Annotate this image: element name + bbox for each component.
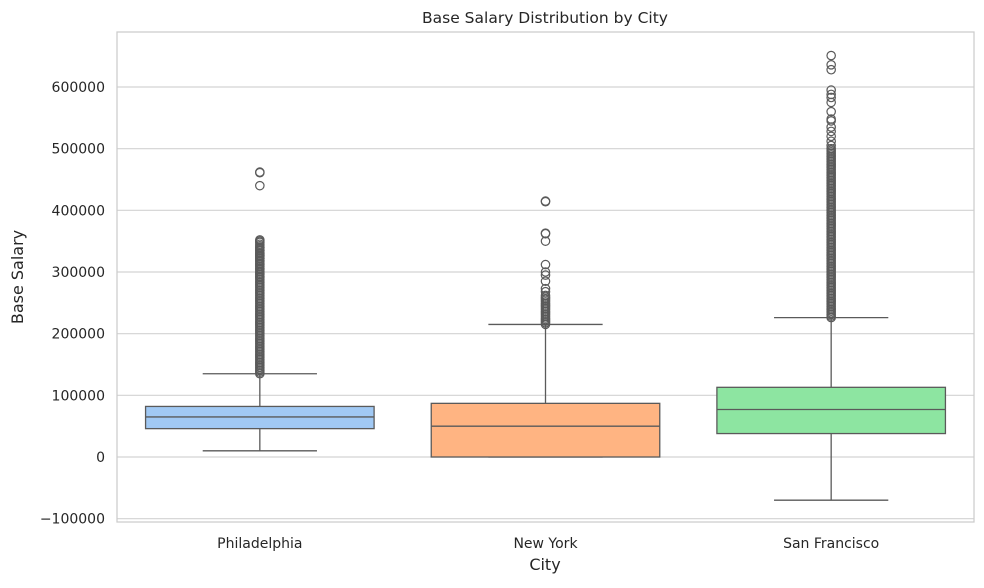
y-tick-label: 600000 — [52, 80, 105, 96]
outlier-point — [826, 106, 836, 117]
x-tick-label: New York — [513, 536, 578, 552]
outlier-point — [540, 286, 551, 297]
outlier-point — [540, 290, 551, 301]
outlier-point — [540, 259, 551, 270]
y-tick-label: 500000 — [52, 142, 105, 158]
box-group — [430, 196, 661, 458]
plot-frame — [116, 31, 975, 523]
y-axis-label: Base Salary — [8, 230, 27, 324]
boxes — [144, 50, 947, 501]
y-tick-label: 0 — [96, 450, 105, 466]
x-tick-labels: Philadelphia New York San Francisco — [217, 536, 879, 552]
outlier-point — [826, 136, 836, 147]
outlier-point — [826, 126, 836, 137]
y-tick-label: 100000 — [52, 388, 105, 404]
outlier-point — [540, 228, 551, 238]
box-iqr — [716, 386, 947, 435]
y-tick-label: 400000 — [52, 203, 105, 219]
outlier-point — [540, 283, 551, 294]
outlier-point — [255, 248, 265, 259]
outlier-point — [255, 167, 265, 178]
y-tick-label: −100000 — [40, 512, 105, 528]
outlier-point — [826, 60, 836, 70]
outlier-point — [826, 131, 836, 142]
outlier-point — [255, 180, 265, 191]
box-iqr — [430, 402, 661, 458]
y-tick-label: 200000 — [52, 327, 105, 343]
x-tick-label: Philadelphia — [217, 536, 302, 552]
outlier-point — [255, 253, 265, 264]
box-group — [144, 167, 375, 452]
outlier-point — [255, 235, 265, 245]
chart-title: Base Salary Distribution by City — [422, 9, 668, 27]
outlier-point — [826, 85, 836, 95]
outlier-point — [540, 276, 551, 287]
y-tick-label: 300000 — [52, 265, 105, 281]
x-axis-label: City — [529, 555, 560, 574]
outlier-point — [826, 114, 836, 124]
outlier-point — [540, 270, 551, 280]
outlier-point — [826, 92, 836, 103]
box-group — [716, 50, 947, 501]
outlier-point — [540, 267, 551, 277]
outlier-point — [826, 64, 836, 75]
outlier-point — [540, 196, 551, 206]
x-tick-label: San Francisco — [783, 536, 879, 552]
outlier-point — [255, 272, 265, 282]
outlier-point — [826, 140, 836, 151]
outlier-point — [826, 50, 836, 61]
outlier-point — [255, 268, 265, 279]
outlier-point — [826, 89, 836, 100]
outlier-point — [826, 143, 836, 154]
y-tick-labels: −100000 0 100000 200000 300000 400000 500000 60… — [40, 80, 105, 528]
